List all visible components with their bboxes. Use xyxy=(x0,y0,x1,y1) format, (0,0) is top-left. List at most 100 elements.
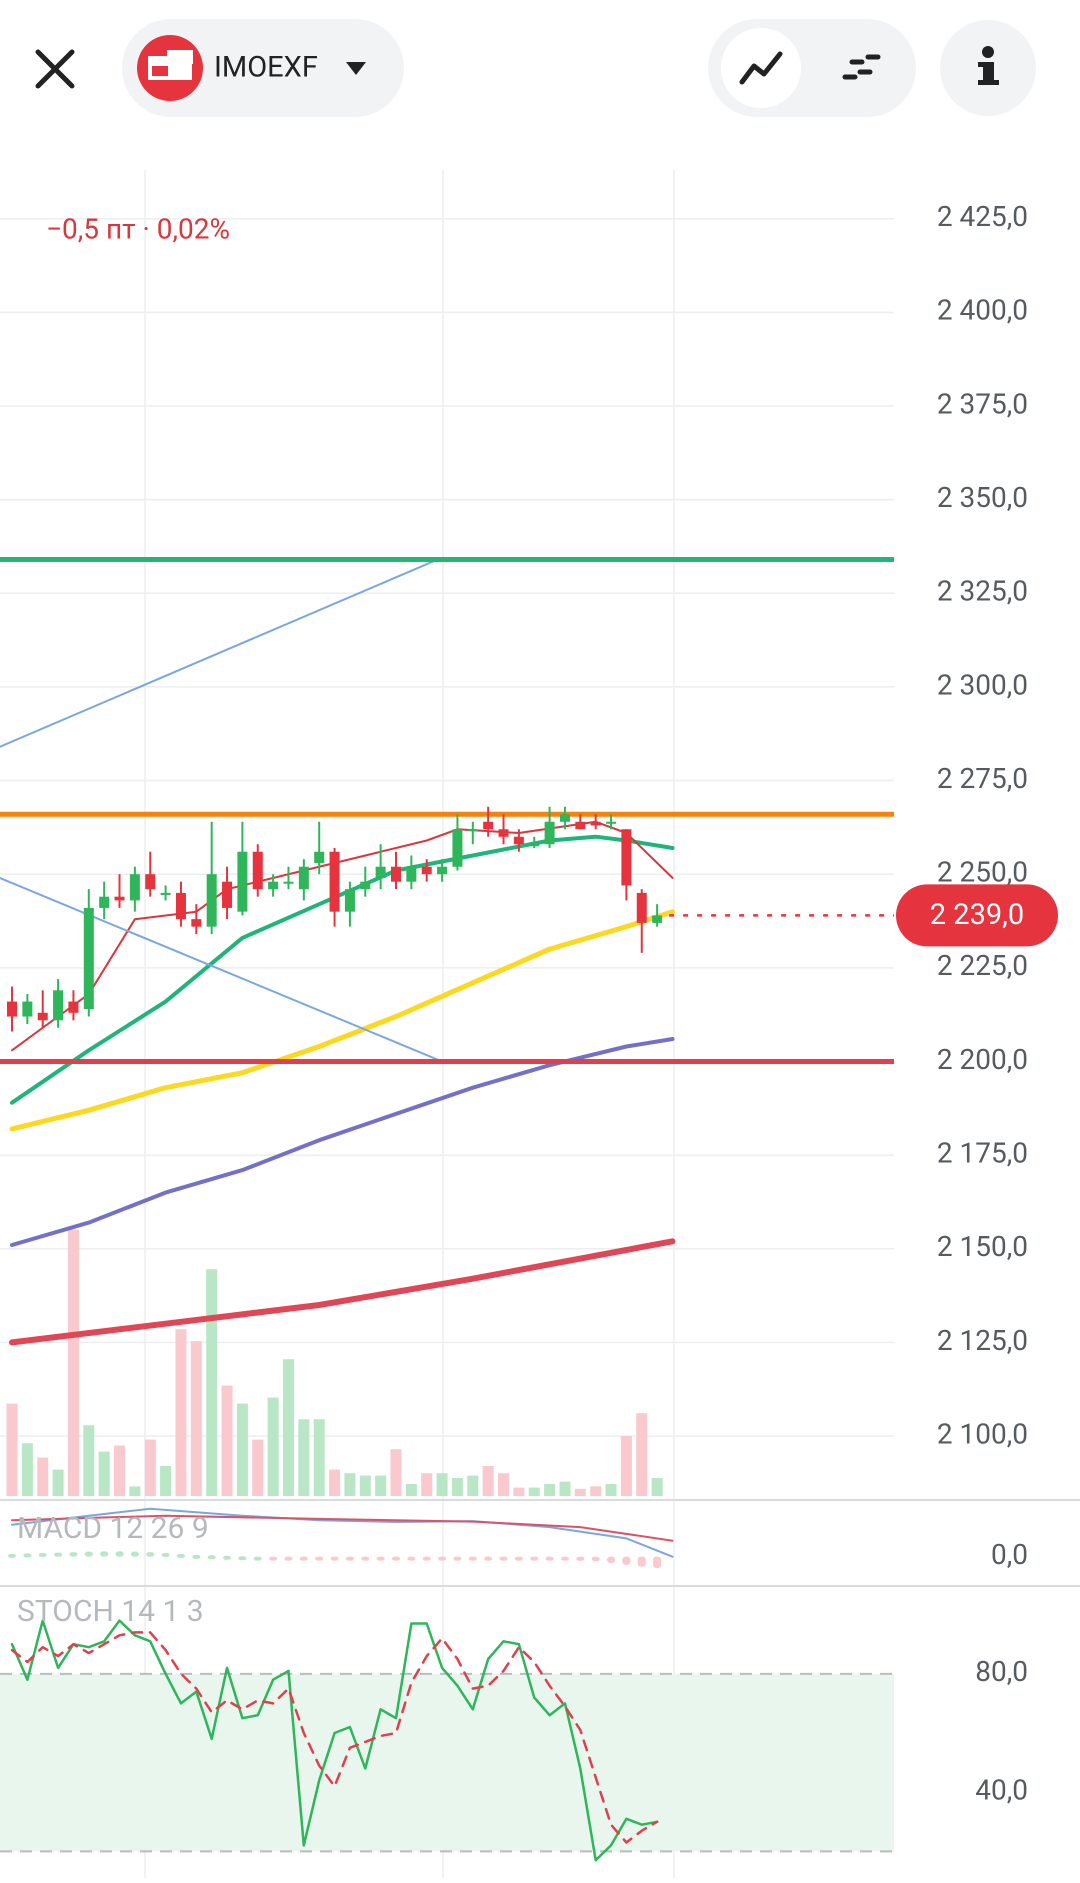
macd-histogram-bar xyxy=(146,1552,155,1557)
y-tick-label: 2 175,0 xyxy=(937,1137,1028,1170)
volume-bar xyxy=(482,1466,494,1496)
y-tick-label: 2 150,0 xyxy=(937,1230,1028,1263)
candle-body xyxy=(437,866,448,875)
y-tick-label: 2 225,0 xyxy=(937,949,1028,982)
y-tick-label: 2 300,0 xyxy=(937,668,1028,701)
volume-bar xyxy=(559,1481,571,1496)
macd-histogram-bar xyxy=(115,1551,124,1557)
volume-bar xyxy=(21,1443,33,1496)
candle-body xyxy=(7,1001,17,1017)
macd-histogram-bar xyxy=(407,1556,416,1561)
macd-histogram-bar xyxy=(591,1556,600,1562)
candle-chart-button[interactable] xyxy=(842,54,881,80)
macd-histogram-bar xyxy=(130,1551,139,1557)
candle-body xyxy=(406,866,417,882)
candle-body xyxy=(498,829,509,837)
vertical-grid xyxy=(144,170,675,1878)
macd-histogram-bar xyxy=(576,1556,585,1561)
candle-body xyxy=(129,874,140,901)
macd-histogram-bar xyxy=(560,1556,569,1561)
candle-body xyxy=(513,836,524,845)
candle-body xyxy=(252,851,263,890)
macd-histogram-bar xyxy=(207,1555,216,1560)
candle-body xyxy=(222,881,233,908)
candle-body xyxy=(652,915,663,923)
macd-histogram-bar xyxy=(514,1556,523,1561)
macd-histogram-bar xyxy=(622,1556,631,1565)
y-tick-label: 2 400,0 xyxy=(937,294,1028,327)
candle-body xyxy=(467,829,478,832)
stoch-line xyxy=(10,1631,659,1844)
volume-bar xyxy=(451,1478,463,1496)
trendline xyxy=(0,876,444,1063)
macd-histogram-bar xyxy=(530,1556,539,1561)
macd-histogram-bar xyxy=(192,1554,201,1559)
header: IMOEXF xyxy=(35,19,1036,117)
macd-histogram-bar xyxy=(607,1556,616,1564)
volume-bar xyxy=(513,1487,525,1496)
ticker-selector[interactable]: IMOEXF xyxy=(122,19,404,117)
volume-bar xyxy=(52,1469,64,1496)
macd-histogram-bar xyxy=(253,1556,262,1561)
candle-body xyxy=(99,896,110,908)
volume-bar xyxy=(313,1419,325,1496)
volume-bar xyxy=(144,1439,156,1496)
y-tick-label: 2 125,0 xyxy=(937,1324,1028,1357)
close-button[interactable] xyxy=(35,49,75,89)
macd-histogram-bar xyxy=(499,1556,508,1561)
y-tick-label: 2 375,0 xyxy=(937,387,1028,420)
moving-average xyxy=(9,1238,676,1346)
volume-bar xyxy=(37,1457,49,1496)
price-pane xyxy=(0,557,894,1496)
change-label: −0,5 пт · 0,02% xyxy=(46,212,230,245)
volume-bar xyxy=(544,1484,556,1496)
candle-body xyxy=(621,829,632,886)
macd-histogram-bar xyxy=(545,1556,554,1561)
volume-bar xyxy=(252,1439,264,1496)
y-tick-label: 2 350,0 xyxy=(937,481,1028,514)
volume-bar xyxy=(221,1385,233,1496)
macd-histogram-bar xyxy=(38,1553,47,1558)
candle-body xyxy=(114,896,125,901)
volume-bar xyxy=(605,1484,617,1496)
macd-histogram-bar xyxy=(8,1553,16,1558)
candle-body xyxy=(37,1012,48,1021)
trendline xyxy=(0,558,439,748)
macd-histogram-bar xyxy=(468,1556,477,1561)
candle-body xyxy=(268,881,279,890)
macd-histogram-bar xyxy=(100,1551,109,1557)
macd-histogram-bar xyxy=(637,1556,646,1567)
y-tick-label: 2 250,0 xyxy=(937,856,1028,889)
candle-body xyxy=(314,851,325,863)
line-chart-button[interactable] xyxy=(721,28,801,108)
moving-average xyxy=(10,1037,675,1247)
candle-body xyxy=(391,866,401,882)
volume-bar xyxy=(528,1487,540,1496)
volume-bar xyxy=(98,1451,110,1496)
pane-label: STOCH 14 1 3 xyxy=(17,1594,204,1629)
macd-histogram-bar xyxy=(238,1556,247,1561)
candle-body xyxy=(544,821,555,845)
candle-body xyxy=(559,814,570,822)
info-button[interactable] xyxy=(940,20,1036,116)
macd-histogram-bar xyxy=(392,1556,400,1561)
macd-histogram-bar xyxy=(376,1556,385,1561)
candle-body xyxy=(68,1001,79,1013)
volume-bar xyxy=(267,1397,279,1496)
macd-histogram-bar xyxy=(653,1556,662,1569)
volume-bar xyxy=(298,1419,310,1496)
macd-histogram-bar xyxy=(453,1556,462,1561)
pane-label: MACD 12 26 9 xyxy=(17,1511,209,1546)
candle-body xyxy=(590,821,601,826)
volume-bar xyxy=(405,1484,417,1496)
candle-body xyxy=(452,829,463,867)
candle-body xyxy=(575,821,586,830)
macd-histogram-bar xyxy=(361,1556,370,1561)
candle-body xyxy=(22,1001,33,1017)
macd-histogram-bar xyxy=(345,1556,354,1561)
candle-body xyxy=(191,919,202,927)
macd-histogram-bar xyxy=(438,1556,447,1561)
volume-bar xyxy=(83,1425,95,1496)
volume-bar xyxy=(375,1475,387,1496)
